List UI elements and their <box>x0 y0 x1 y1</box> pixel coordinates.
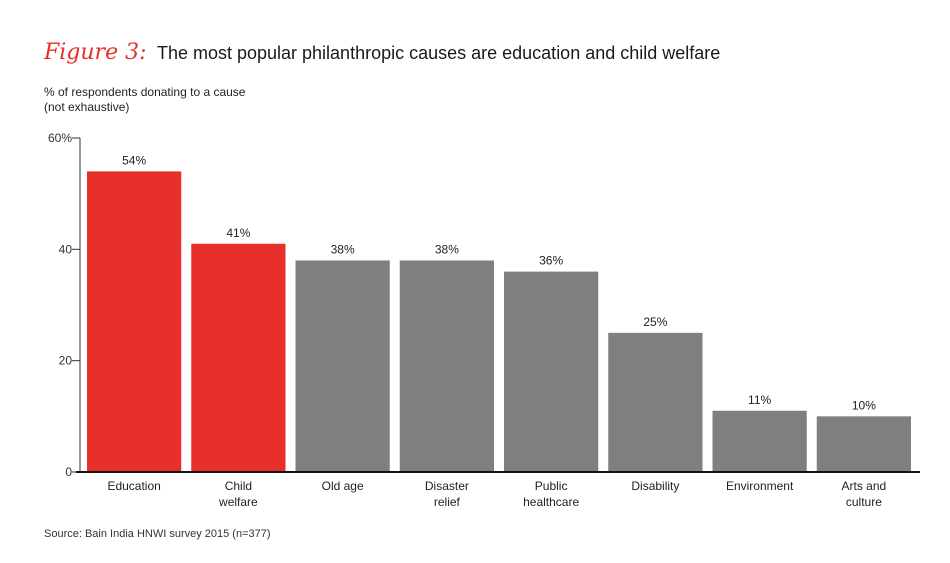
chart-title: The most popular philanthropic causes ar… <box>156 43 721 63</box>
bar-value-label: 38% <box>331 242 355 256</box>
category-label: Disability <box>631 479 679 493</box>
figure-label: Figure 3: <box>44 40 147 65</box>
subtitle-line-1: % of respondents donating to a cause <box>44 85 246 99</box>
y-tick-label: 20 <box>59 354 73 368</box>
bar <box>816 416 911 472</box>
y-tick-label: 0 <box>65 465 72 479</box>
bar <box>191 243 286 472</box>
subtitle-line-2: (not exhaustive) <box>44 100 130 114</box>
bar-value-label: 54% <box>122 153 146 167</box>
bar-value-label: 11% <box>748 393 771 407</box>
bar <box>504 271 599 472</box>
bar-value-label: 41% <box>226 226 250 240</box>
category-label: Old age <box>322 479 364 493</box>
bar-value-label: 25% <box>643 315 667 329</box>
bar <box>87 171 182 472</box>
category-label: Disaster <box>425 479 469 493</box>
bar <box>399 260 494 472</box>
category-label: Education <box>107 479 160 493</box>
category-label: Arts and <box>842 479 887 493</box>
category-label: healthcare <box>523 495 579 509</box>
category-label: Child <box>225 479 252 493</box>
bar-value-label: 10% <box>852 398 876 412</box>
y-tick-label: 60% <box>48 131 72 145</box>
chart-subtitle: % of respondents donating to a cause (no… <box>44 85 245 115</box>
bar <box>295 260 390 472</box>
bar-value-label: 38% <box>435 242 459 256</box>
chart-title-row: Figure 3: The most popular philanthropic… <box>44 40 720 65</box>
category-label: welfare <box>218 495 258 509</box>
bar <box>608 332 703 472</box>
category-label: Public <box>535 479 568 493</box>
bar-value-label: 36% <box>539 254 563 268</box>
category-label: relief <box>434 495 461 509</box>
bar <box>712 410 807 472</box>
y-tick-label: 40 <box>59 242 73 256</box>
source-note: Source: Bain India HNWI survey 2015 (n=3… <box>44 528 271 540</box>
category-label: Environment <box>726 479 794 493</box>
category-label: culture <box>846 495 882 509</box>
